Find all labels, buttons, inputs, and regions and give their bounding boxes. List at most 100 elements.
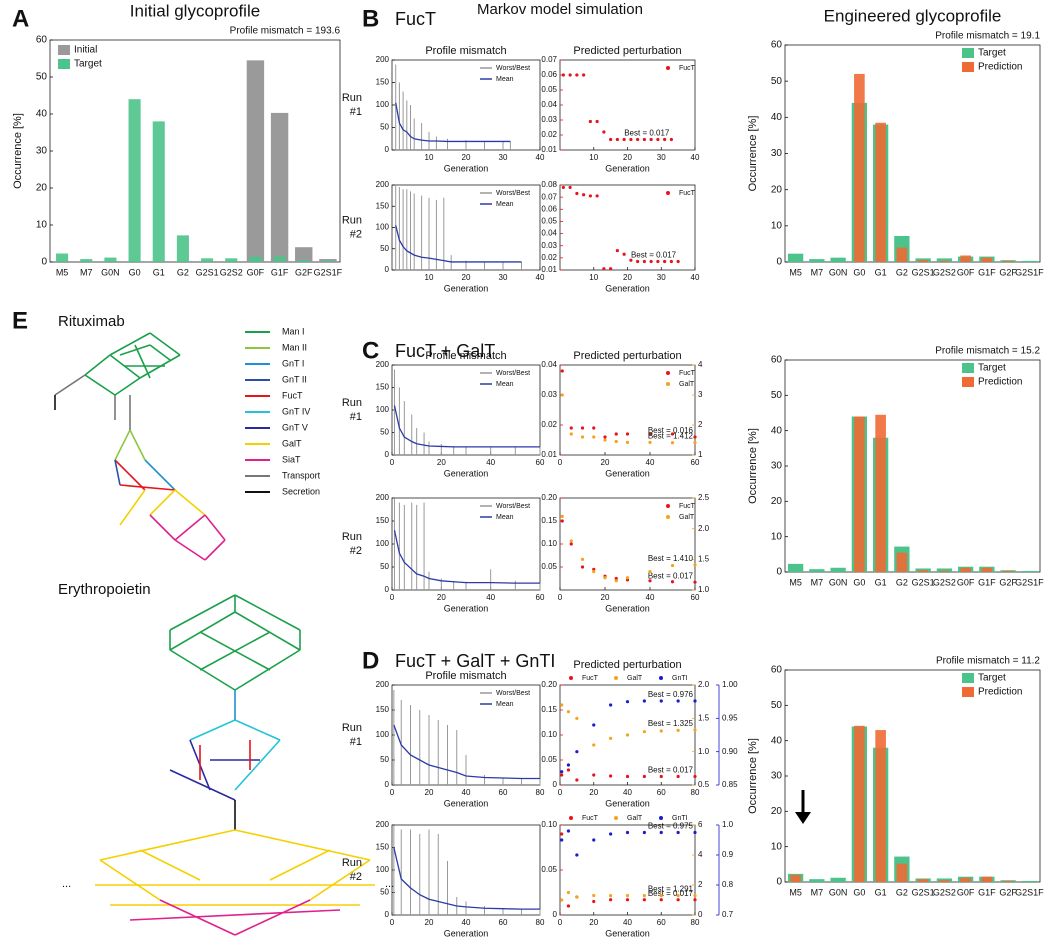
x-tick-label: G2S1F	[1015, 577, 1044, 587]
point	[693, 898, 697, 902]
x-axis-label: Generation	[605, 468, 650, 478]
plot-frame	[784, 44, 1041, 263]
tick-label: 0.15	[541, 516, 557, 525]
x-axis-label: Generation	[605, 798, 650, 808]
x-tick-label: G0	[129, 267, 141, 277]
legend-label: GalT	[679, 381, 695, 388]
bar	[981, 257, 993, 262]
bar	[875, 122, 886, 262]
tick-label: 200	[376, 820, 390, 829]
y-axis-label: Occurrence [%]	[747, 738, 759, 814]
point	[560, 773, 564, 777]
tick-label: 0.02	[541, 253, 557, 262]
point	[569, 432, 573, 436]
legend-label: FucT	[679, 190, 696, 197]
x-tick-label: 20	[623, 273, 632, 282]
tick-label: 50	[380, 755, 389, 764]
bar	[787, 563, 804, 572]
point	[560, 393, 564, 397]
tick-label: 0	[385, 780, 390, 789]
point	[592, 567, 596, 571]
legend-label: GnT II	[282, 374, 307, 384]
point	[642, 259, 646, 264]
point	[629, 137, 633, 142]
tick-label: 10	[771, 841, 783, 852]
tick-label: 50	[771, 390, 783, 401]
x-tick-label: G0F	[957, 887, 975, 897]
network-rituximab	[54, 332, 226, 561]
legend-swatch	[666, 382, 670, 386]
point	[693, 435, 697, 439]
legend-label: Transport	[282, 470, 321, 480]
mean-line	[393, 847, 540, 910]
tick-label: 0.10	[541, 730, 557, 739]
x-tick-label: G0	[853, 267, 865, 277]
tick-label: 20	[771, 496, 783, 507]
tick-label: 0	[776, 257, 782, 268]
x-tick-label: G0N	[101, 267, 120, 277]
ellipsis: ...	[385, 878, 394, 890]
tick-label: 0	[698, 910, 703, 919]
tick-label: 10	[771, 531, 783, 542]
point	[648, 570, 652, 574]
point	[592, 570, 596, 574]
tick-label: 0.03	[541, 115, 557, 124]
x-tick-label: 40	[691, 273, 700, 282]
bar	[249, 256, 262, 262]
x-tick-label: G0N	[829, 267, 848, 277]
tick-label: 40	[771, 112, 783, 123]
x-tick-label: 0	[558, 788, 563, 797]
chart-title: Predicted perturbation	[573, 45, 681, 57]
ellipsis: ...	[62, 878, 71, 890]
bar	[875, 414, 886, 572]
chart-title: Profile mismatch	[425, 350, 506, 362]
tick-label: 0	[385, 265, 390, 274]
x-tick-label: 60	[499, 918, 508, 927]
point	[663, 137, 667, 142]
plot-frame	[784, 359, 1041, 573]
legend-label: Worst/Best	[496, 370, 530, 377]
tick-label: 1.00	[722, 680, 738, 689]
point	[582, 193, 586, 197]
best-label: Best = 0.017	[648, 766, 694, 775]
x-tick-label: G2S2	[933, 267, 956, 277]
x-axis-label: Generation	[444, 163, 489, 173]
legend-label: FucT	[282, 390, 303, 400]
tick-label: 50	[771, 76, 783, 87]
run-label: Run	[342, 92, 362, 104]
tick-label: 0	[553, 780, 558, 789]
tick-label: 50	[380, 428, 389, 437]
point	[580, 565, 585, 569]
plot-frame	[559, 364, 696, 456]
best-label: Best = 1.412	[648, 432, 694, 441]
tick-label: 40	[771, 425, 783, 436]
tick-label: 0.07	[541, 192, 557, 201]
x-tick-label: G0F	[957, 267, 975, 277]
bar	[854, 73, 865, 262]
legend-label: Man II	[282, 342, 307, 352]
bar	[246, 60, 265, 262]
x-tick-label: M5	[789, 577, 802, 587]
point	[566, 890, 571, 895]
tick-label: 0.10	[541, 820, 557, 829]
point	[615, 137, 619, 142]
tick-label: 40	[771, 735, 783, 746]
legend-swatch	[962, 363, 974, 373]
best-label: Best = 0.017	[631, 251, 677, 260]
x-tick-label: 40	[486, 458, 495, 467]
x-tick-label: G1	[153, 267, 165, 277]
bar	[809, 259, 825, 262]
point	[560, 703, 564, 707]
point	[614, 576, 618, 581]
x-axis-label: Generation	[605, 283, 650, 293]
point	[642, 830, 646, 835]
best-label: Best = 0.976	[648, 690, 694, 699]
network-label: Rituximab	[58, 313, 125, 330]
point	[669, 137, 673, 142]
x-tick-label: 20	[425, 918, 434, 927]
tick-label: 0.04	[541, 100, 557, 109]
tick-label: 200	[376, 360, 390, 369]
tick-label: 0.03	[541, 241, 557, 250]
point	[656, 137, 660, 142]
point	[648, 579, 652, 583]
